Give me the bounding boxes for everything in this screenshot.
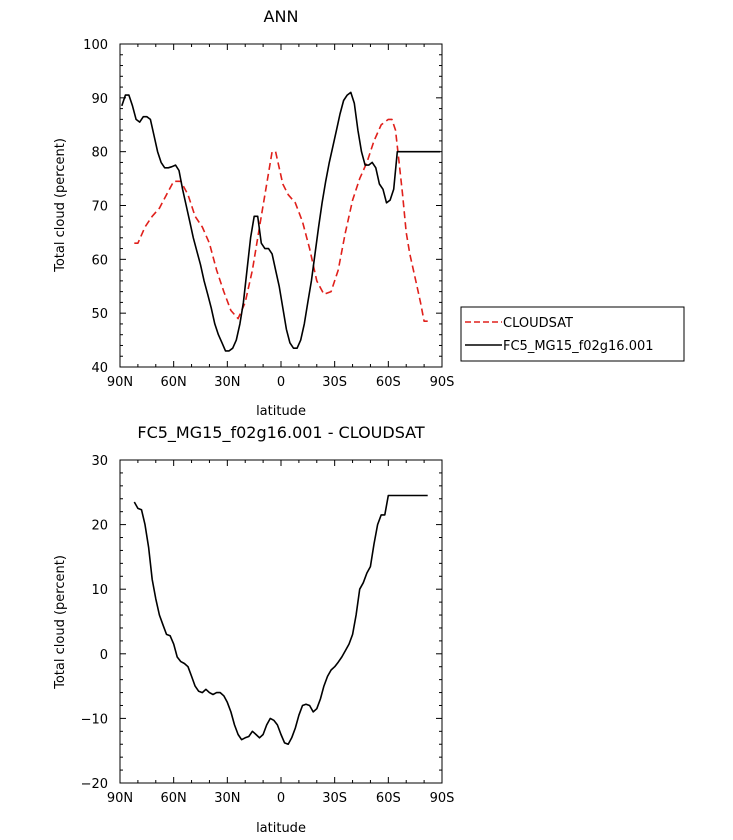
- y-tick-label: 20: [91, 519, 108, 534]
- top-chart-tick-labels: 90N 60N 30N 0 30S 60S 90S 40 50 60 70 80 90 100: [83, 38, 454, 390]
- series-line-0: [134, 118, 428, 323]
- top-chart-title: ANN: [264, 7, 299, 26]
- x-tick-label: 90N: [107, 375, 133, 390]
- bottom-chart-xlabel: latitude: [256, 821, 306, 836]
- x-tick-label: 30N: [214, 791, 240, 806]
- y-tick-label: 100: [83, 38, 108, 53]
- x-tick-label: 30S: [322, 791, 347, 806]
- y-tick-label: −10: [81, 712, 108, 727]
- series-line-1: [121, 91, 441, 352]
- x-tick-label: 30S: [322, 375, 347, 390]
- x-tick-label: 0: [277, 375, 285, 390]
- x-tick-label: 60N: [161, 375, 187, 390]
- bottom-chart-series: [133, 494, 428, 746]
- top-chart-xlabel: latitude: [256, 404, 306, 419]
- y-tick-label: −20: [81, 777, 108, 792]
- bottom-chart-tick-labels: 90N 60N 30N 0 30S 60S 90S −20 −10 0 10 20 30: [81, 454, 455, 806]
- x-tick-label: 30N: [214, 375, 240, 390]
- legend-label-model: FC5_MG15_f02g16.001: [503, 339, 654, 354]
- top-chart-ticks: [119, 43, 443, 368]
- bottom-chart-ticks: [119, 459, 443, 784]
- x-tick-label: 90N: [107, 791, 133, 806]
- legend-box: [460, 306, 685, 362]
- bottom-chart-title: FC5_MG15_f02g16.001 - CLOUDSAT: [137, 423, 424, 443]
- bottom-chart-panel: FC5_MG15_f02g16.001 - CLOUDSAT 90N 60N 30N…: [53, 423, 454, 836]
- x-tick-label: 90S: [430, 375, 455, 390]
- bottom-chart-ylabel: Total cloud (percent): [53, 555, 68, 690]
- top-chart-frame: [119, 43, 443, 368]
- y-tick-label: 10: [91, 583, 108, 598]
- x-tick-label: 0: [277, 791, 285, 806]
- legend-label-cloudsat: CLOUDSAT: [503, 316, 573, 331]
- y-tick-label: 40: [91, 361, 108, 376]
- x-tick-label: 60S: [376, 791, 401, 806]
- x-tick-label: 60N: [161, 791, 187, 806]
- top-chart-series: [121, 91, 441, 352]
- x-tick-label: 90S: [430, 791, 455, 806]
- y-tick-label: 70: [91, 200, 108, 215]
- y-tick-label: 0: [100, 648, 108, 663]
- top-chart-ylabel: Total cloud (percent): [53, 138, 68, 273]
- y-tick-label: 30: [91, 454, 108, 469]
- y-tick-label: 90: [91, 92, 108, 107]
- y-tick-label: 60: [91, 253, 108, 268]
- y-tick-label: 80: [91, 146, 108, 161]
- x-tick-label: 60S: [376, 375, 401, 390]
- y-tick-label: 50: [91, 307, 108, 322]
- top-chart-panel: ANN 90N 60N 30N 0 30S 60S 90S 40 50 60 70 80 90 100 l…: [53, 7, 454, 419]
- chart-legend: CLOUDSAT FC5_MG15_f02g16.001: [460, 306, 685, 362]
- difference-line: [133, 494, 428, 746]
